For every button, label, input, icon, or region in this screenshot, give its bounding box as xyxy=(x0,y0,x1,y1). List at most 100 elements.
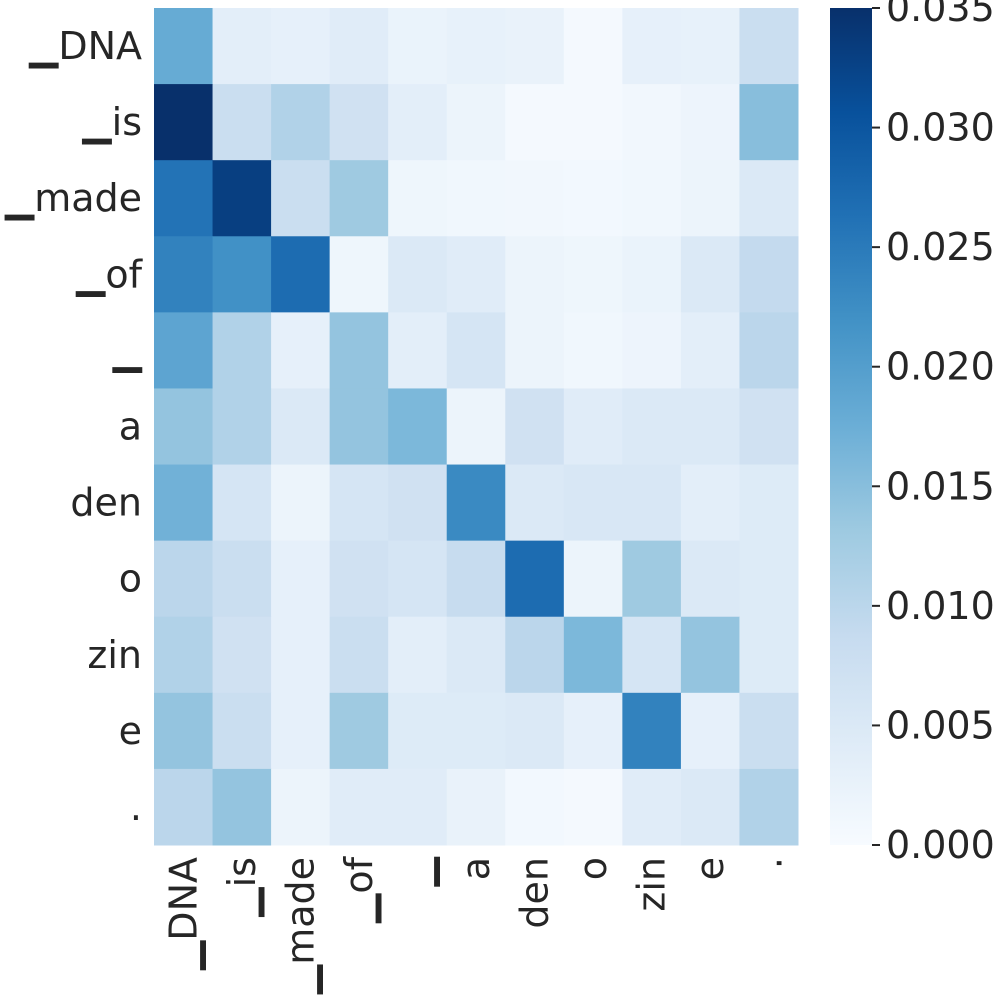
heatmap-cell-r1-c10 xyxy=(739,84,799,161)
heatmap-cell-r3-c9 xyxy=(680,236,740,313)
heatmap-cell-r8-c0 xyxy=(154,616,214,694)
colorbar-tick-label-2: 0.010 xyxy=(886,584,995,628)
heatmap-cell-r5-c2 xyxy=(271,388,331,466)
heatmap-cell-r10-c7 xyxy=(563,768,623,846)
heatmap-cell-r7-c8 xyxy=(622,540,682,618)
heatmap-cell-r2-c10 xyxy=(739,160,799,237)
y-tick-label-6: den xyxy=(70,481,142,525)
heatmap-cell-r2-c1 xyxy=(212,160,272,237)
heatmap-cell-r2-c6 xyxy=(505,160,565,237)
heatmap-cell-r4-c9 xyxy=(680,312,740,389)
heatmap-cell-r7-c6 xyxy=(505,540,565,618)
heatmap-cell-r6-c8 xyxy=(622,464,682,542)
colorbar-tick-label-1: 0.005 xyxy=(886,703,995,747)
heatmap-cell-r9-c9 xyxy=(680,692,740,770)
heatmap-cell-r1-c9 xyxy=(680,84,740,161)
heatmap-cell-r9-c1 xyxy=(212,692,272,770)
heatmap-cell-r7-c1 xyxy=(212,540,272,618)
heatmap-cell-r2-c7 xyxy=(563,160,623,237)
y-tick-label-2: ▁made xyxy=(4,176,142,221)
y-tick-label-8: zin xyxy=(87,633,142,677)
heatmap-cell-r7-c7 xyxy=(563,540,623,618)
heatmap-cell-r9-c7 xyxy=(563,692,623,770)
heatmap-cell-r10-c2 xyxy=(271,768,331,846)
heatmap-cells xyxy=(154,8,799,846)
colorbar-tick-label-5: 0.025 xyxy=(886,225,995,269)
heatmap-cell-r9-c6 xyxy=(505,692,565,770)
colorbar-scale xyxy=(830,8,872,845)
heatmap-cell-r5-c1 xyxy=(212,388,272,466)
heatmap-cell-r4-c4 xyxy=(388,312,448,389)
heatmap-cell-r10-c8 xyxy=(622,768,682,846)
heatmap-cell-r8-c9 xyxy=(680,616,740,694)
heatmap-cell-r2-c8 xyxy=(622,160,682,237)
heatmap-cell-r0-c8 xyxy=(622,8,682,85)
heatmap-cell-r9-c3 xyxy=(329,692,389,770)
heatmap-cell-r7-c4 xyxy=(388,540,448,618)
heatmap-cell-r6-c7 xyxy=(563,464,623,542)
heatmap-cell-r5-c0 xyxy=(154,388,214,466)
heatmap-cell-r1-c8 xyxy=(622,84,682,161)
heatmap-cell-r3-c8 xyxy=(622,236,682,313)
heatmap-cell-r7-c2 xyxy=(271,540,331,618)
heatmap-cell-r8-c4 xyxy=(388,616,448,694)
colorbar-tick-label-7: 0.035 xyxy=(886,0,995,30)
heatmap-cell-r3-c10 xyxy=(739,236,799,313)
heatmap-cell-r2-c4 xyxy=(388,160,448,237)
heatmap-cell-r3-c3 xyxy=(329,236,389,313)
heatmap-cell-r1-c1 xyxy=(212,84,272,161)
colorbar-tick-label-3: 0.015 xyxy=(886,464,995,508)
heatmap-cell-r5-c9 xyxy=(680,388,740,466)
heatmap-cell-r6-c0 xyxy=(154,464,214,542)
y-tick-label-3: ▁of xyxy=(75,252,143,297)
heatmap-cell-r10-c10 xyxy=(739,768,799,846)
heatmap-cell-r3-c6 xyxy=(505,236,565,313)
heatmap-cell-r4-c2 xyxy=(271,312,331,389)
heatmap-cell-r5-c6 xyxy=(505,388,565,466)
heatmap-cell-r7-c10 xyxy=(739,540,799,618)
heatmap-cell-r7-c3 xyxy=(329,540,389,618)
heatmap-cell-r10-c0 xyxy=(154,768,214,846)
heatmap-cell-r6-c9 xyxy=(680,464,740,542)
heatmap-cell-r10-c6 xyxy=(505,768,565,846)
heatmap-cell-r9-c0 xyxy=(154,692,214,770)
heatmap-cell-r1-c4 xyxy=(388,84,448,161)
heatmap-cell-r7-c5 xyxy=(446,540,506,618)
heatmap-cell-r6-c3 xyxy=(329,464,389,542)
heatmap-cell-r0-c5 xyxy=(446,8,506,85)
heatmap-cell-r1-c6 xyxy=(505,84,565,161)
heatmap-cell-r0-c2 xyxy=(271,8,331,85)
heatmap-cell-r2-c0 xyxy=(154,160,214,237)
x-tick-label-8: zin xyxy=(630,857,674,912)
heatmap-cell-r7-c0 xyxy=(154,540,214,618)
heatmap-cell-r8-c1 xyxy=(212,616,272,694)
heatmap-cell-r8-c6 xyxy=(505,616,565,694)
heatmap-cell-r7-c9 xyxy=(680,540,740,618)
heatmap-cell-r4-c1 xyxy=(212,312,272,389)
heatmap-cell-r3-c4 xyxy=(388,236,448,313)
heatmap-cell-r9-c5 xyxy=(446,692,506,770)
heatmap-cell-r8-c3 xyxy=(329,616,389,694)
heatmap-cell-r5-c8 xyxy=(622,388,682,466)
heatmap-cell-r3-c0 xyxy=(154,236,214,313)
heatmap-cell-r6-c10 xyxy=(739,464,799,542)
heatmap-cell-r0-c6 xyxy=(505,8,565,85)
x-tick-label-10: . xyxy=(747,857,791,869)
heatmap-cell-r1-c2 xyxy=(271,84,331,161)
heatmap-cell-r8-c7 xyxy=(563,616,623,694)
heatmap-cell-r0-c4 xyxy=(388,8,448,85)
x-tick-label-3: ▁of xyxy=(337,855,382,923)
x-tick-label-1: ▁is xyxy=(220,857,265,918)
x-tick-label-2: ▁made xyxy=(278,857,323,995)
x-tick-label-7: o xyxy=(571,857,615,880)
heatmap-cell-r4-c3 xyxy=(329,312,389,389)
x-tick-label-0: ▁DNA xyxy=(161,857,206,971)
heatmap-cell-r5-c7 xyxy=(563,388,623,466)
x-tick-label-5: a xyxy=(454,857,498,880)
heatmap-cell-r0-c1 xyxy=(212,8,272,85)
heatmap-cell-r6-c2 xyxy=(271,464,331,542)
heatmap-cell-r10-c5 xyxy=(446,768,506,846)
heatmap-cell-r8-c10 xyxy=(739,616,799,694)
heatmap-cell-r0-c7 xyxy=(563,8,623,85)
colorbar-ticks: 0.000 0.005 0.010 0.015 0.020 0.025 0.030 0.035 xyxy=(872,0,995,867)
